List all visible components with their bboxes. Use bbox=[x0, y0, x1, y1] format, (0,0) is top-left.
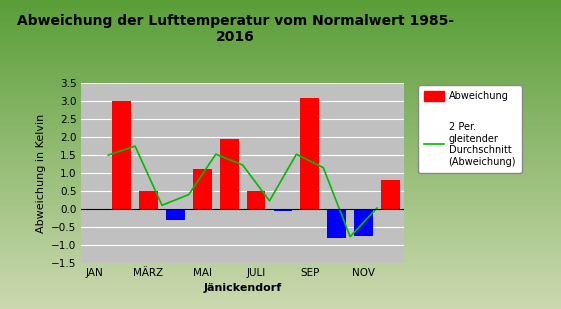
Bar bbox=[354, 209, 373, 236]
Bar bbox=[139, 191, 158, 209]
Bar bbox=[301, 98, 319, 209]
Y-axis label: Abweichung in Kelvin: Abweichung in Kelvin bbox=[35, 113, 45, 233]
Text: Abweichung der Lufttemperatur vom Normalwert 1985-
2016: Abweichung der Lufttemperatur vom Normal… bbox=[17, 14, 454, 44]
Bar bbox=[327, 209, 346, 238]
Bar bbox=[193, 169, 211, 209]
Bar bbox=[381, 180, 400, 209]
Bar bbox=[112, 101, 131, 209]
Bar bbox=[220, 139, 238, 209]
Bar bbox=[247, 191, 265, 209]
Legend: Abweichung, 2 Per.
gleitender
Durchschnitt
(Abweichung): Abweichung, 2 Per. gleitender Durchschni… bbox=[419, 85, 522, 173]
X-axis label: Jänickendorf: Jänickendorf bbox=[204, 283, 282, 293]
Bar bbox=[274, 209, 292, 211]
Bar bbox=[166, 209, 185, 220]
